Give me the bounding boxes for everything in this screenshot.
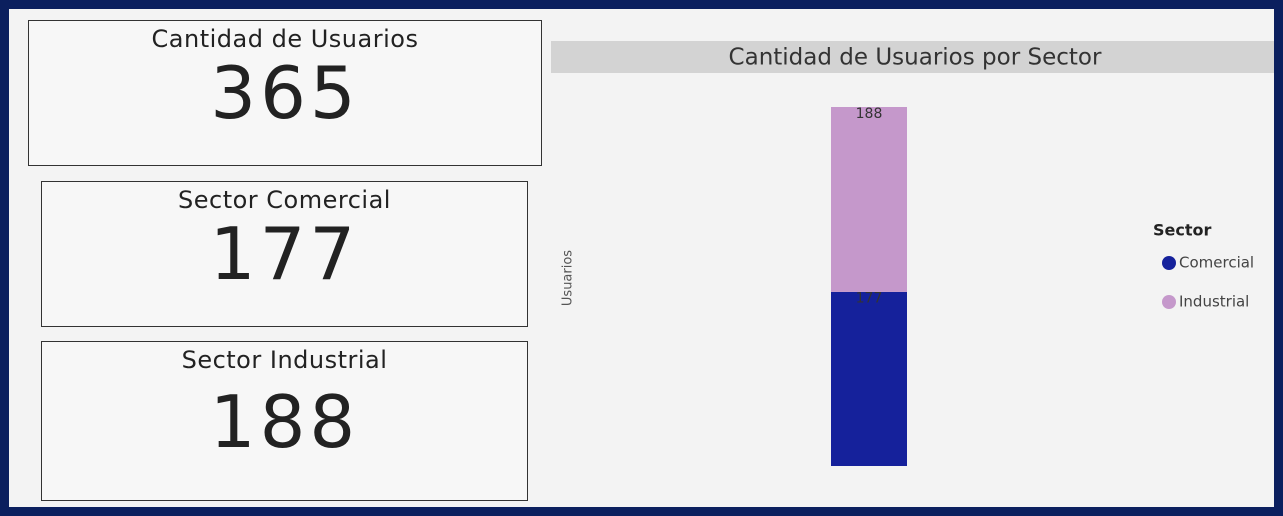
card-value: 188 (209, 380, 360, 464)
card: Sector Comercial 177 (41, 181, 528, 327)
bar-segment (831, 107, 907, 292)
card-title: Sector Industrial (181, 346, 388, 374)
legend-marker (1162, 295, 1176, 309)
card: Sector Industrial 188 (41, 341, 528, 501)
card-title: Sector Comercial (178, 186, 391, 214)
legend-label: Comercial (1179, 254, 1254, 272)
title-bar (551, 41, 1274, 73)
card: Cantidad de Usuarios 365 (28, 20, 542, 166)
chart-title: Cantidad de Usuarios por Sector (729, 45, 1102, 71)
legend-label: Industrial (1179, 293, 1249, 311)
legend-marker (1162, 256, 1176, 270)
chart: Cantidad de Usuarios por Sector Usuarios… (551, 41, 1274, 466)
legend-title: Sector (1153, 221, 1212, 240)
data-label: 177 (856, 291, 883, 307)
y-axis-label: Usuarios (561, 250, 576, 306)
card-value: 177 (209, 212, 360, 296)
bar-segment (831, 291, 907, 466)
card-title: Cantidad de Usuarios (151, 25, 419, 53)
data-label: 188 (856, 106, 883, 122)
card-value: 365 (210, 51, 360, 135)
